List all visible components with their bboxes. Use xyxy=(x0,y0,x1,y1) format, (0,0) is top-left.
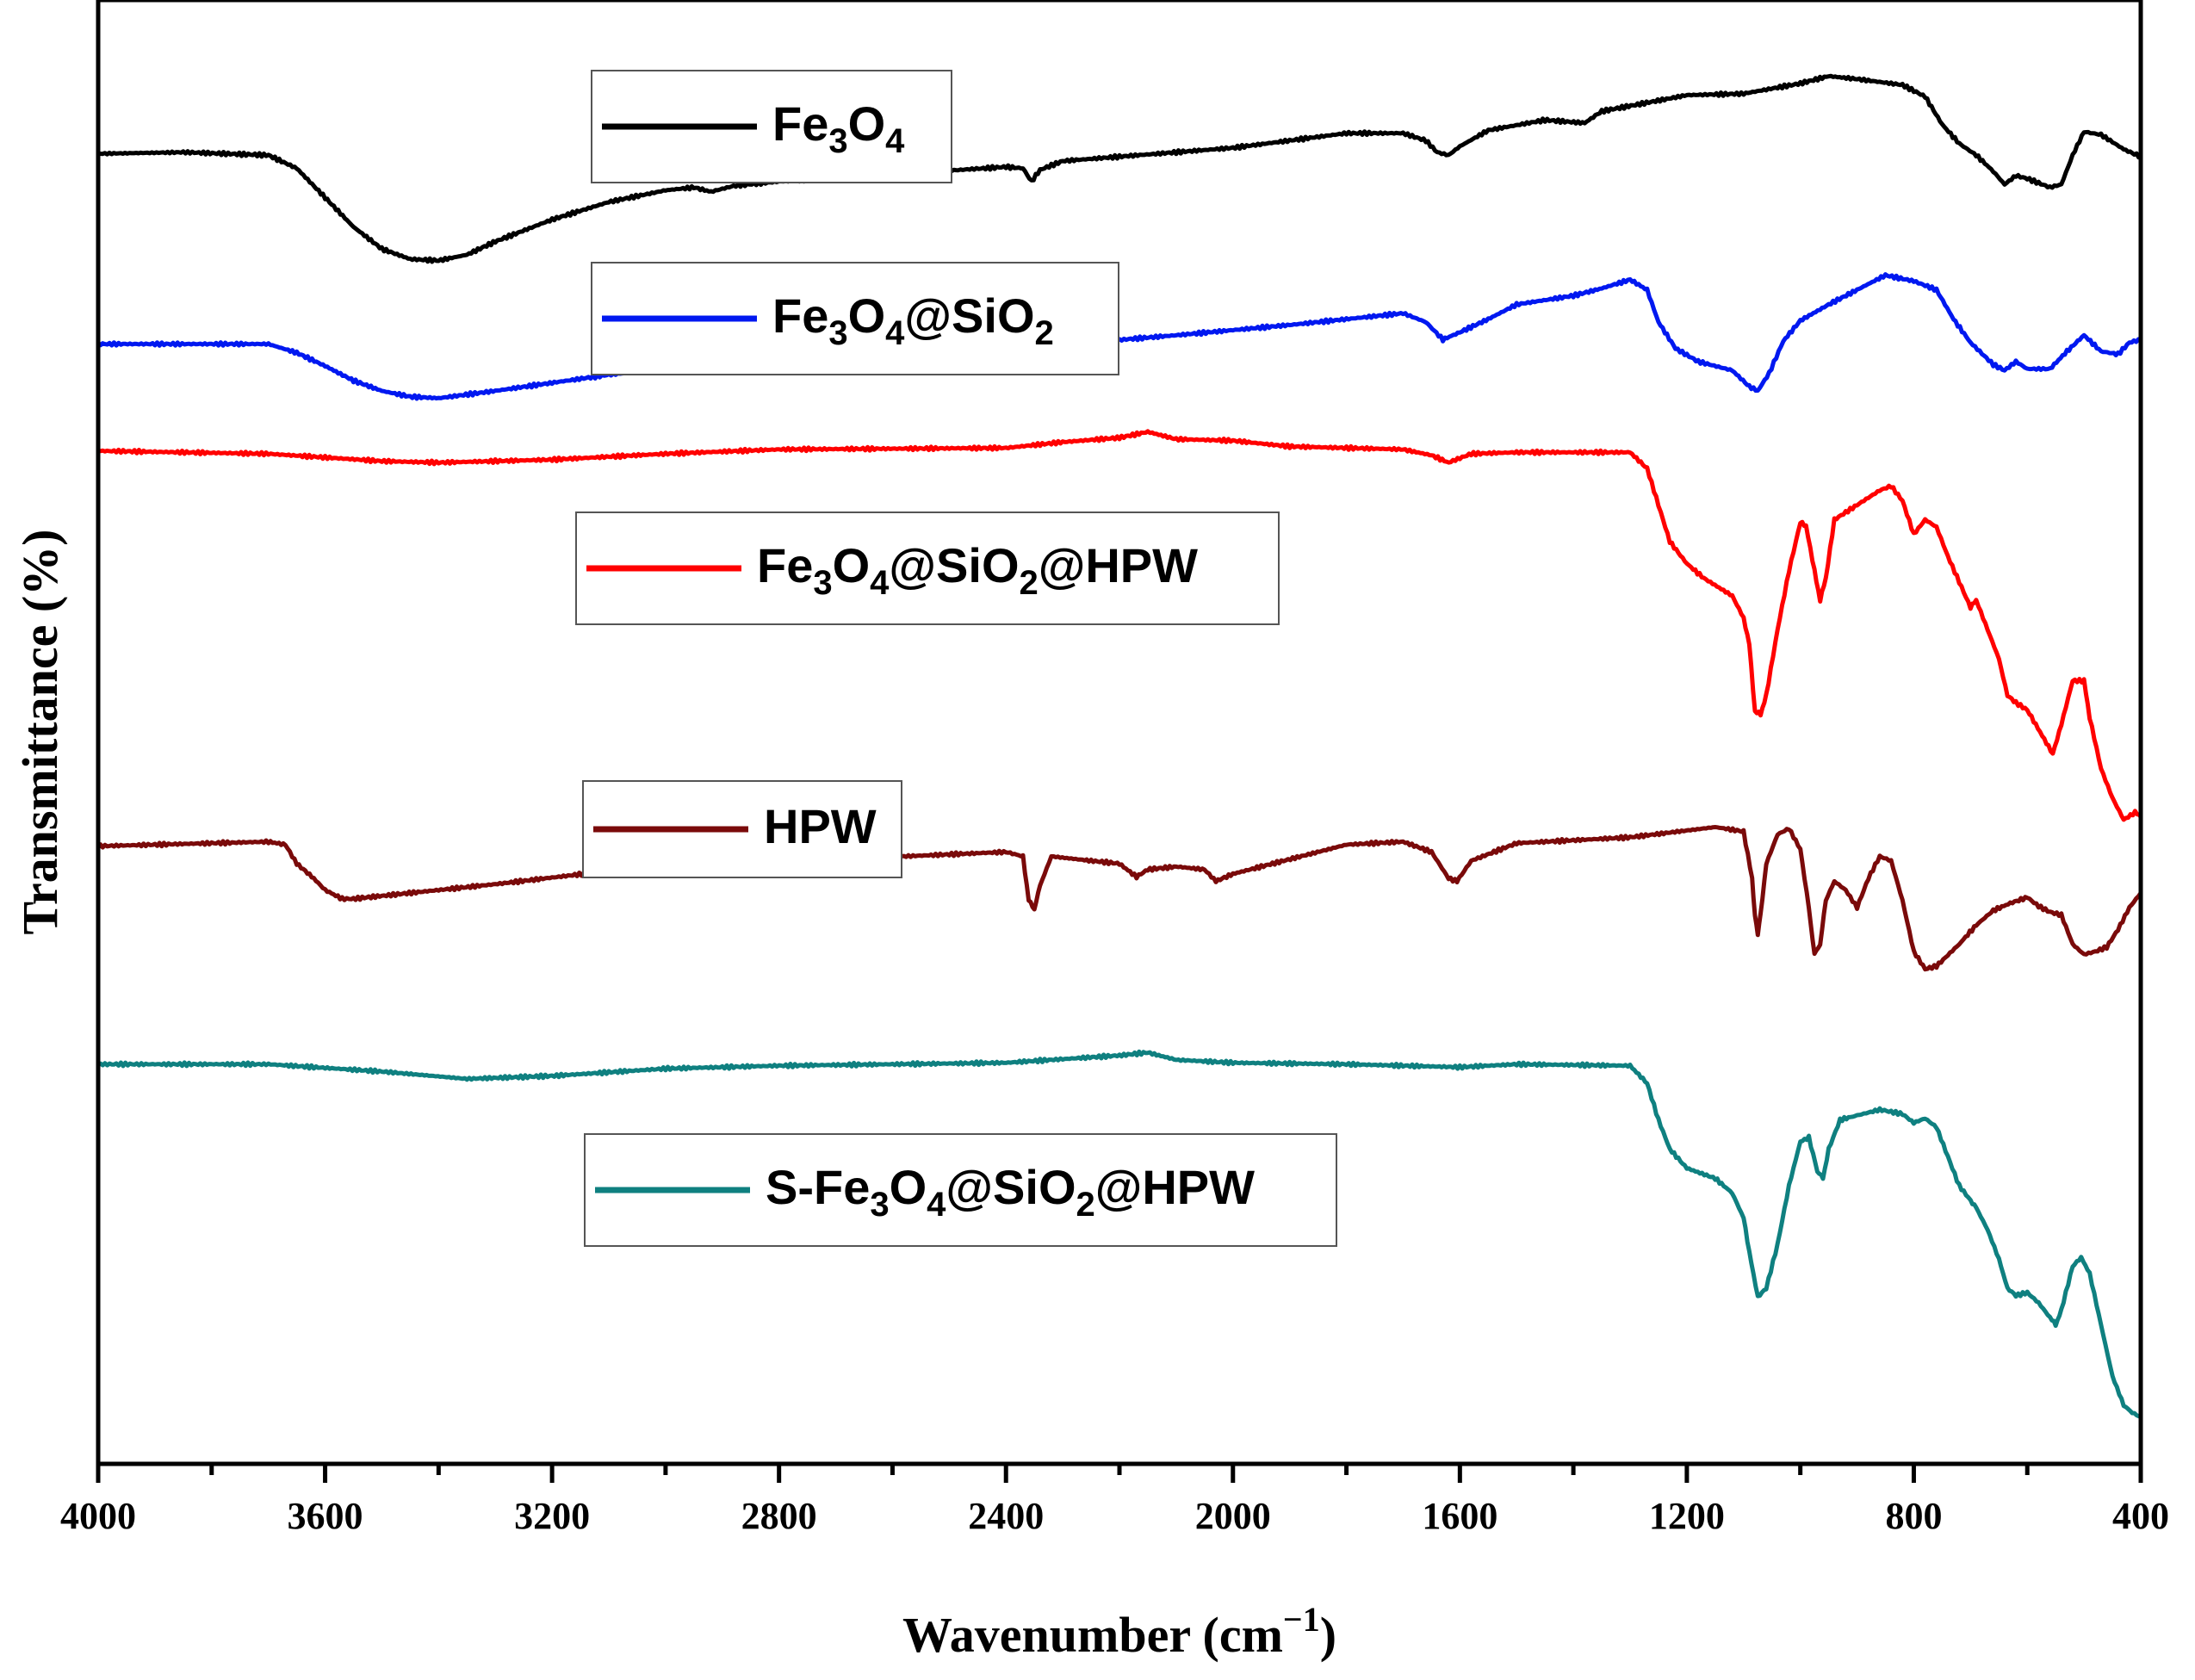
x-tick-label: 3200 xyxy=(514,1495,590,1537)
x-tick-label: 800 xyxy=(1885,1495,1942,1537)
x-tick-label: 2800 xyxy=(741,1495,817,1537)
x-tick-label: 1600 xyxy=(1422,1495,1497,1537)
legend-label: Fe3O4@SiO2 xyxy=(772,288,1054,352)
legend-entry-3: Fe3O4@SiO2@HPW xyxy=(575,511,1280,625)
x-axis-title: Wavenumber (cm−1) xyxy=(902,1600,1336,1663)
x-tick-label: 3600 xyxy=(288,1495,363,1537)
x-tick-label: 2400 xyxy=(968,1495,1044,1537)
legend-entry-5: S-Fe3O4@SiO2@HPW xyxy=(584,1133,1337,1247)
legend-entry-4: HPW xyxy=(582,780,902,878)
x-tick-label: 1200 xyxy=(1649,1495,1725,1537)
y-axis-title: Transmittance (%) xyxy=(12,530,68,935)
x-tick-label: 400 xyxy=(2112,1495,2169,1537)
series-line-1 xyxy=(97,73,2142,264)
x-tick-label: 2000 xyxy=(1195,1495,1271,1537)
series-line-5 xyxy=(96,1049,2142,1419)
x-tick-label: 4000 xyxy=(60,1495,136,1537)
legend-label: HPW xyxy=(764,799,877,853)
series-line-4 xyxy=(96,825,2143,972)
series-line-3 xyxy=(98,429,2142,822)
legend-entry-1: Fe3O4 xyxy=(591,70,952,183)
legend: Fe3O4 Fe3O4@SiO2 Fe3O4@SiO2@HPW HPW S-Fe3O4@… xyxy=(575,70,1337,1247)
legend-entry-2: Fe3O4@SiO2 xyxy=(591,262,1119,375)
legend-label: Fe3O4 xyxy=(772,96,905,160)
legend-label: S-Fe3O4@SiO2@HPW xyxy=(766,1160,1255,1224)
x-axis: 4000 3600 3200 2800 2400 2000 1600 1200 800 400 xyxy=(60,1464,2169,1537)
legend-label: Fe3O4@SiO2@HPW xyxy=(757,538,1198,602)
series-lines xyxy=(96,73,2143,1419)
series-line-2 xyxy=(96,272,2142,401)
